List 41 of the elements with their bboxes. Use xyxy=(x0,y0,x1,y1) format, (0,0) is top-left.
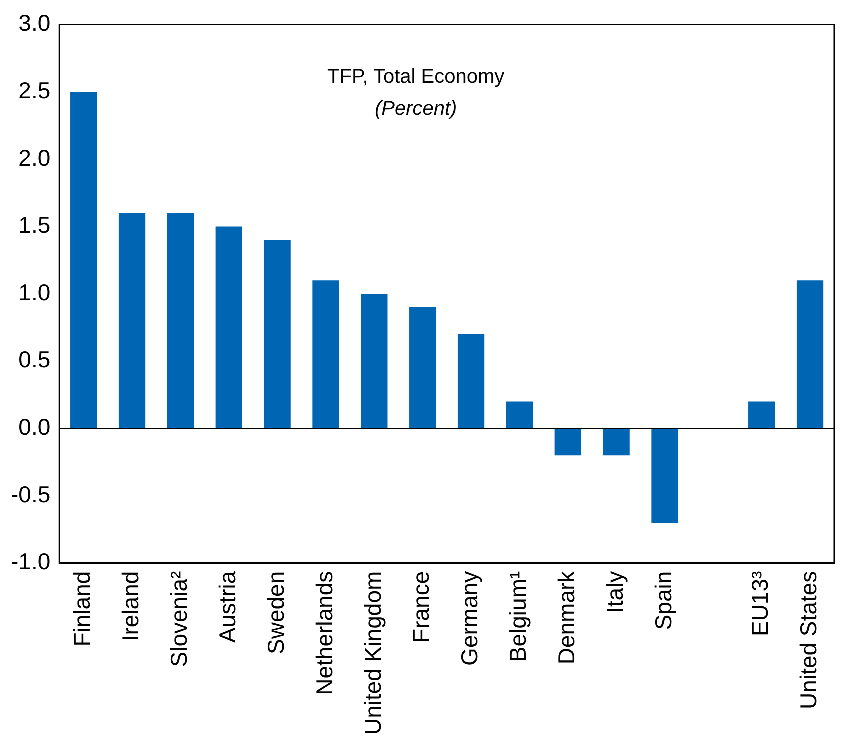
y-tick-label: 2.5 xyxy=(18,77,51,104)
bar xyxy=(748,402,776,429)
y-tick-label: -0.5 xyxy=(10,481,51,508)
x-tick-label: Denmark xyxy=(553,570,580,665)
y-tick-label: 1.0 xyxy=(18,279,51,306)
x-tick-label: Italy xyxy=(602,570,628,614)
y-tick-label: 1.5 xyxy=(18,212,51,238)
y-tick-label: 2.0 xyxy=(18,144,51,171)
x-tick-label: EU13³ xyxy=(747,571,774,637)
y-tick-label: -1.0 xyxy=(10,548,51,575)
x-tick-label: Austria xyxy=(214,571,240,643)
text: (Percent) xyxy=(374,98,458,120)
bar xyxy=(118,213,146,429)
bar xyxy=(361,294,388,429)
bar xyxy=(603,428,630,456)
x-tick-label: Germany xyxy=(456,570,483,666)
x-tick-label: Spain xyxy=(650,571,676,630)
x-tick-label: Ireland xyxy=(118,571,144,642)
bar xyxy=(410,308,436,429)
y-tick-label: 3.0 xyxy=(18,10,51,36)
x-tick-label: Belgium¹ xyxy=(505,571,532,662)
x-tick-label: Sweden xyxy=(262,571,289,654)
y-tick-label: 0.5 xyxy=(18,346,51,373)
bar xyxy=(652,428,678,523)
bar xyxy=(216,226,242,429)
x-tick-label: United States xyxy=(796,571,822,710)
bar xyxy=(506,402,534,429)
bar xyxy=(554,428,582,456)
bar xyxy=(312,280,340,429)
bar xyxy=(167,213,194,429)
bar xyxy=(458,334,485,429)
bar xyxy=(264,240,291,429)
x-tick-label: United Kingdom xyxy=(360,571,386,736)
text: TFP, Total Economy xyxy=(328,66,505,88)
y-tick-label: 0.0 xyxy=(18,414,51,440)
bar xyxy=(70,92,98,429)
x-tick-label: Slovenia² xyxy=(166,571,192,668)
x-tick-label: Finland xyxy=(69,571,96,647)
bar xyxy=(796,280,824,429)
x-tick-label: Netherlands xyxy=(311,571,338,696)
x-tick-label: France xyxy=(408,571,434,643)
